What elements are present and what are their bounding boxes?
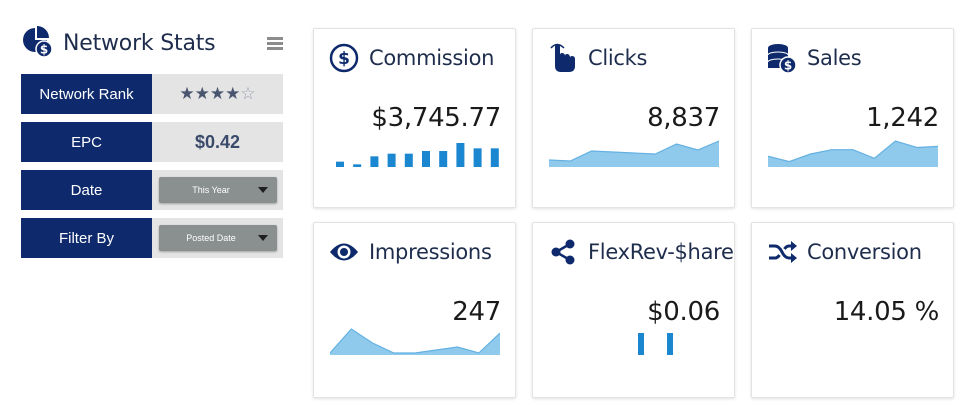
eye-icon: [328, 235, 360, 269]
card-header: $ Sales: [766, 41, 862, 75]
card-title: FlexRev-$hare: [588, 240, 734, 264]
clicks-sparkline: [549, 140, 719, 167]
card-clicks[interactable]: Clicks 8,837: [532, 28, 735, 208]
card-flexrev-share[interactable]: FlexRev-$hare $0.06: [532, 222, 735, 398]
pointing-hand-icon: [547, 41, 579, 75]
bar-mark: [490, 148, 499, 167]
card-header: FlexRev-$hare: [547, 235, 734, 269]
bar-mark: [336, 161, 344, 167]
card-title: Sales: [807, 46, 862, 70]
card-title: Conversion: [807, 240, 922, 264]
network-stats-panel: $ Network Stats Network Rank ★★★★☆ EPC $…: [21, 0, 283, 266]
date-select[interactable]: This Year: [158, 177, 277, 203]
svg-text:$: $: [784, 59, 792, 73]
panel-title: Network Stats: [63, 30, 216, 56]
series-line: [549, 140, 719, 162]
card-title: Commission: [369, 46, 495, 70]
dollar-circle-icon: $: [328, 41, 360, 75]
shuffle-icon: [766, 235, 798, 269]
area-mark: [768, 141, 938, 167]
commission-sparkline: [336, 143, 499, 167]
bar-mark: [473, 148, 482, 167]
pie-dollar-icon: $: [23, 26, 53, 57]
row-network-rank: Network Rank ★★★★☆: [21, 74, 283, 114]
card-conversion[interactable]: Conversion 14.05 %: [751, 222, 954, 398]
card-header: Conversion: [766, 235, 922, 269]
row-label: EPC: [21, 122, 152, 162]
area-mark: [549, 141, 719, 167]
filter-select-value: Posted Date: [186, 233, 236, 243]
card-value: 247: [452, 297, 501, 327]
series-line: [330, 328, 500, 354]
card-value: $3,745.77: [371, 103, 501, 133]
date-select-value: This Year: [192, 185, 230, 195]
svg-text:$: $: [338, 49, 350, 69]
caret-down-icon: [257, 187, 268, 193]
bar-mark: [387, 153, 396, 167]
bar-mark: [370, 156, 379, 167]
card-value: $0.06: [647, 297, 720, 327]
epc-value: $0.42: [152, 122, 283, 162]
hamburger-icon[interactable]: [267, 37, 283, 50]
flexrev-sparkline: [638, 333, 673, 355]
card-sales[interactable]: $ Sales 1,242: [751, 28, 954, 208]
filter-select-wrap: Posted Date: [152, 218, 283, 258]
card-value: 14.05 %: [833, 297, 940, 327]
row-label: Date: [21, 170, 152, 210]
row-label: Network Rank: [21, 74, 152, 114]
row-filter-by: Filter By Posted Date: [21, 218, 283, 258]
filter-by-select[interactable]: Posted Date: [158, 225, 277, 251]
bar-mark: [353, 164, 362, 167]
sales-sparkline: [768, 140, 938, 167]
bar-mark: [667, 333, 673, 355]
bar-mark: [439, 151, 448, 167]
row-epc: EPC $0.42: [21, 122, 283, 162]
row-label: Filter By: [21, 218, 152, 258]
bar-mark: [638, 333, 644, 355]
bar-mark: [422, 151, 430, 167]
area-mark: [330, 329, 500, 355]
date-select-wrap: This Year: [152, 170, 283, 210]
svg-text:$: $: [40, 43, 48, 57]
coins-dollar-icon: $: [766, 41, 798, 75]
bar-mark: [456, 143, 465, 167]
card-value: 8,837: [647, 103, 720, 133]
card-title: Impressions: [369, 240, 492, 264]
share-nodes-icon: [547, 235, 579, 269]
card-title: Clicks: [588, 46, 648, 70]
card-header: Impressions: [328, 235, 492, 269]
card-impressions[interactable]: Impressions 247: [313, 222, 516, 398]
network-rank-value: ★★★★☆: [152, 74, 283, 114]
star-rating: ★★★★☆: [179, 84, 256, 103]
card-header: $ Commission: [328, 41, 494, 75]
card-value: 1,242: [866, 103, 939, 133]
row-date: Date This Year: [21, 170, 283, 210]
card-header: Clicks: [547, 41, 647, 75]
card-commission[interactable]: $ Commission $3,745.77: [313, 28, 516, 208]
caret-down-icon: [257, 235, 268, 241]
impressions-sparkline: [330, 328, 500, 355]
panel-header: $ Network Stats: [21, 0, 283, 74]
series-line: [768, 140, 938, 163]
bar-mark: [404, 153, 413, 167]
